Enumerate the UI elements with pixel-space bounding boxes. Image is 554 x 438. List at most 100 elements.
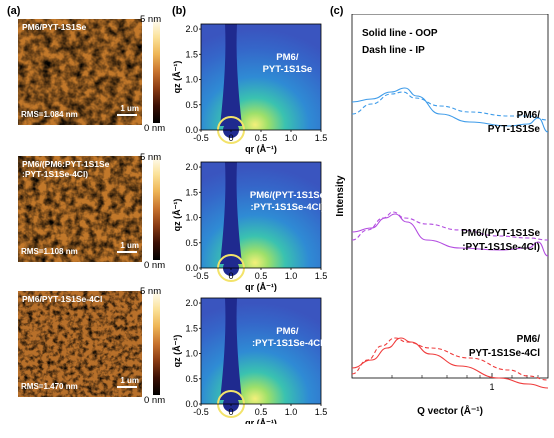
afm-caption: PM6/(PM6:PYT-1S1Se :PYT-1S1Se-4Cl) bbox=[22, 159, 110, 179]
y-tick-label: 1.5 bbox=[185, 49, 198, 59]
x-tick-label: -0.5 bbox=[193, 133, 209, 143]
curve-label: PM6/PYT-1S1Se bbox=[488, 110, 541, 135]
curve-label-line: PM6/ bbox=[517, 110, 541, 121]
x-tick-label: 0 bbox=[228, 133, 233, 143]
y-tick-label: 0.0 bbox=[185, 125, 198, 135]
y-tick-label: 0.5 bbox=[185, 238, 198, 248]
profile-curve-2: PM6/(PYT-1S1Se :PYT-1S1Se-4Cl) bbox=[351, 211, 549, 257]
colorbar-max: 5 nm bbox=[140, 152, 162, 163]
ip-line bbox=[351, 337, 549, 381]
giwaxs-plot-2: PM6/(PYT-1S1Se:PYT-1S1Se-4Cl) 0.0 0.5 1.0 1.… bbox=[172, 161, 328, 292]
curve-label-line: PM6/ bbox=[517, 334, 541, 345]
scale-bar bbox=[117, 386, 137, 388]
y-tick-label: 1.0 bbox=[185, 213, 198, 223]
x-axis-label: Q vector (Å⁻¹) bbox=[417, 404, 483, 417]
legend-entry: Solid line - OOP bbox=[362, 28, 438, 39]
x-tick-label: 0.5 bbox=[255, 133, 268, 143]
sample-label-line: PM6/ bbox=[276, 326, 299, 337]
colorbar-min: 0 nm bbox=[144, 123, 166, 134]
x-tick-label: 1.0 bbox=[285, 133, 298, 143]
colorbar-min: 0 nm bbox=[144, 260, 166, 271]
y-tick-label: 1.5 bbox=[185, 323, 198, 333]
afm-image-2: PM6/(PM6:PYT-1S1Se :PYT-1S1Se-4Cl) RMS=1… bbox=[18, 156, 142, 262]
y-tick-label: 2.0 bbox=[185, 162, 198, 172]
curve-label: PM6/(PYT-1S1Se :PYT-1S1Se-4Cl) bbox=[461, 228, 540, 253]
y-tick-label: 0.5 bbox=[185, 374, 198, 384]
y-tick-label: 0.5 bbox=[185, 100, 198, 110]
x-axis-label: qr (Å⁻¹) bbox=[245, 418, 277, 424]
scale-bar bbox=[117, 114, 137, 116]
afm-rms: RMS=1.470 nm bbox=[21, 382, 78, 391]
x-tick-label: 1.0 bbox=[285, 271, 298, 281]
y-tick-label: 0.0 bbox=[185, 399, 198, 409]
x-tick-label: 0 bbox=[228, 271, 233, 281]
giwaxs-image bbox=[201, 298, 321, 404]
afm-colorbar-2 bbox=[153, 157, 160, 260]
giwaxs-plot-3: PM6/:PYT-1S1Se-4Cl 0.0 0.5 1.0 1.5 2.0 -0.5 0 0.… bbox=[172, 297, 328, 424]
x-tick-label: 0.5 bbox=[255, 271, 268, 281]
afm-caption: PM6/PYT-1S1Se-4Cl bbox=[22, 294, 103, 304]
curve-label-line: :PYT-1S1Se-4Cl) bbox=[462, 242, 540, 253]
profile-curve-1: PM6/PYT-1S1Se bbox=[351, 87, 549, 135]
y-tick-label: 2.0 bbox=[185, 298, 198, 308]
colorbar-max: 5 nm bbox=[140, 14, 162, 25]
afm-image-1: PM6/PYT-1S1Se RMS=1.084 nm 1 um bbox=[18, 19, 142, 125]
x-tick-label: 1.5 bbox=[315, 271, 328, 281]
panel-label-c: (c) bbox=[330, 5, 344, 17]
oop-line bbox=[351, 213, 549, 257]
sample-label-line: PM6/(PYT-1S1Se bbox=[250, 190, 325, 201]
y-axis-label: qz (Å⁻¹) bbox=[172, 335, 182, 368]
sample-label-line: :PYT-1S1Se-4Cl) bbox=[250, 202, 324, 213]
giwaxs-image bbox=[201, 24, 321, 130]
curve-label-line: PYT-1S1Se bbox=[488, 124, 541, 135]
missing-wedge bbox=[220, 24, 242, 126]
scale-bar-label: 1 um bbox=[120, 104, 139, 113]
y-tick-label: 0.0 bbox=[185, 263, 198, 273]
x-tick-label: -0.5 bbox=[193, 407, 209, 417]
sample-label-line: :PYT-1S1Se-4Cl bbox=[252, 338, 323, 349]
y-tick-label: 1.5 bbox=[185, 187, 198, 197]
plot-frame bbox=[351, 14, 549, 379]
y-axis-label: Intensity bbox=[335, 175, 346, 217]
curve-label: PM6/PYT-1S1Se-4Cl bbox=[469, 334, 540, 359]
curve-label-line: PYT-1S1Se-4Cl bbox=[469, 348, 540, 359]
oop-line bbox=[351, 337, 549, 389]
panel-label-b: (b) bbox=[172, 5, 187, 17]
sample-label: PM6/(PYT-1S1Se:PYT-1S1Se-4Cl) bbox=[250, 190, 325, 213]
sample-label-line: PYT-1S1Se bbox=[263, 64, 313, 75]
sample-label-line: PM6/ bbox=[276, 52, 299, 63]
x-tick-label: 1.5 bbox=[315, 133, 328, 143]
ip-line bbox=[351, 211, 549, 241]
curve-label-line: PM6/(PYT-1S1Se bbox=[461, 228, 540, 239]
ip-line bbox=[351, 91, 549, 121]
y-tick-label: 1.0 bbox=[185, 75, 198, 85]
afm-image-3: PM6/PYT-1S1Se-4Cl RMS=1.470 nm 1 um bbox=[18, 291, 142, 397]
x-tick-label: 1 bbox=[489, 382, 494, 392]
afm-colorbar-3 bbox=[153, 292, 160, 395]
missing-wedge bbox=[220, 298, 242, 400]
x-axis-label: qr (Å⁻¹) bbox=[245, 282, 277, 292]
afm-rms: RMS=1.108 nm bbox=[21, 247, 78, 256]
x-tick-label: 1.0 bbox=[285, 407, 298, 417]
colorbar-min: 0 nm bbox=[144, 395, 166, 406]
giwaxs-panel: PM6/PYT-1S1Se 0.0 0.5 1.0 1.5 2.0 -0.5 0 0.5 1.0 1… bbox=[172, 23, 328, 424]
x-tick-label: 1.5 bbox=[315, 407, 328, 417]
scale-bar-label: 1 um bbox=[120, 241, 139, 250]
x-tick-label: 0 bbox=[228, 407, 233, 417]
x-axis-label: qr (Å⁻¹) bbox=[245, 144, 277, 154]
scale-bar bbox=[117, 251, 137, 253]
legend-entry: Dash line - IP bbox=[362, 45, 425, 56]
x-tick-label: -0.5 bbox=[193, 271, 209, 281]
giwaxs-image bbox=[201, 162, 321, 268]
colorbar-max: 5 nm bbox=[140, 286, 162, 297]
y-axis-label: qz (Å⁻¹) bbox=[172, 61, 182, 94]
giwaxs-plot-1: PM6/PYT-1S1Se 0.0 0.5 1.0 1.5 2.0 -0.5 0 0.5 1.0 1… bbox=[172, 23, 328, 154]
panel-label-a: (a) bbox=[7, 5, 21, 17]
scale-bar-label: 1 um bbox=[120, 376, 139, 385]
profile-panel: Solid line - OOP Dash line - IP Intensity 1… bbox=[335, 14, 549, 417]
profile-curve-3: PM6/PYT-1S1Se-4Cl bbox=[351, 334, 549, 389]
afm-colorbar-1 bbox=[153, 20, 160, 123]
sample-label: PM6/PYT-1S1Se bbox=[263, 52, 313, 75]
afm-rms: RMS=1.084 nm bbox=[21, 110, 78, 119]
x-tick-label: 0.5 bbox=[255, 407, 268, 417]
